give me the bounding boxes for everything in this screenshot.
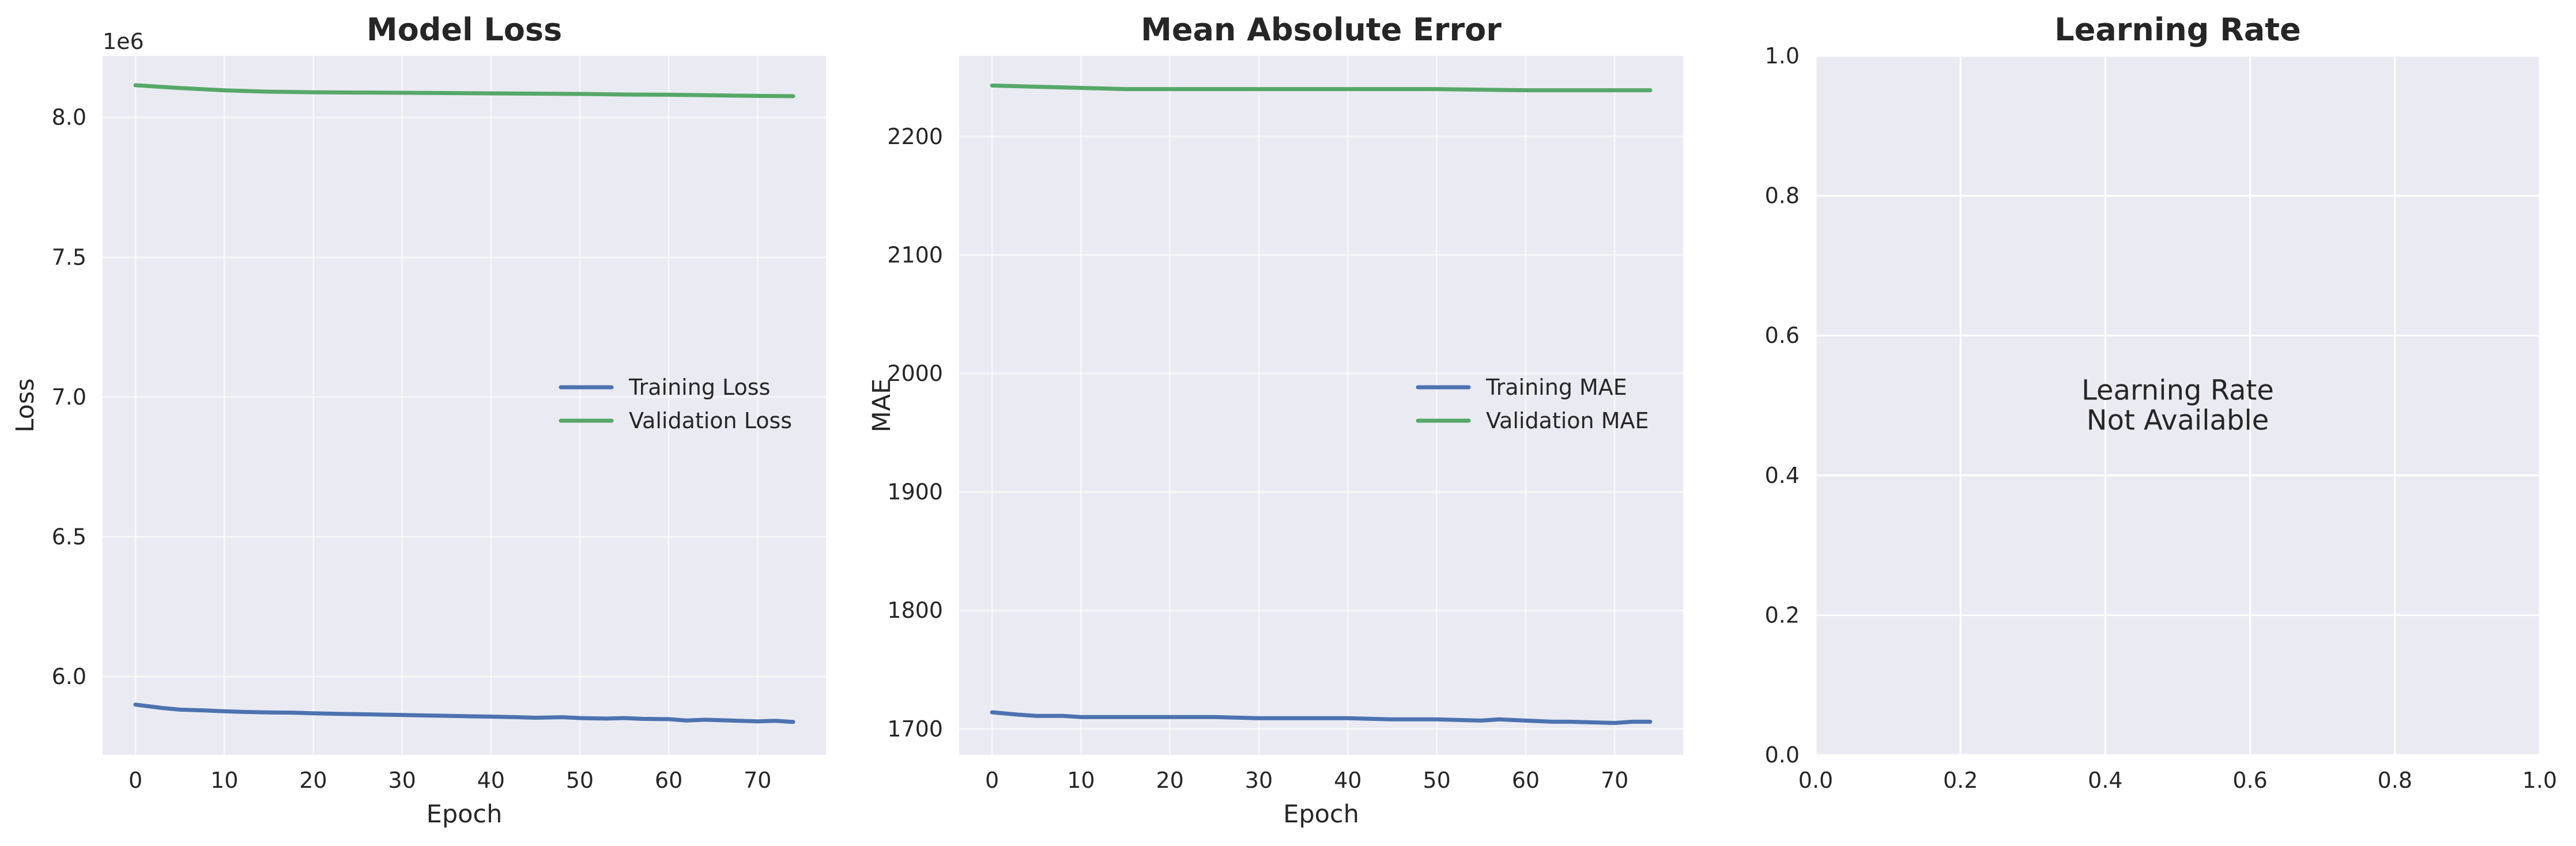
x-tick-label: 30 — [388, 768, 416, 793]
y-tick-label: 1700 — [887, 716, 943, 742]
y-tick-label: 0.2 — [1765, 602, 1800, 628]
legend-label: Validation MAE — [1486, 408, 1649, 433]
x-axis-label: Epoch — [427, 800, 503, 829]
y-tick-label: 1800 — [887, 598, 943, 623]
y-tick-label: 6.5 — [52, 524, 86, 550]
plot-area — [103, 56, 826, 755]
chart-title: Model Loss — [367, 12, 562, 48]
y-tick-label: 0.6 — [1765, 323, 1800, 348]
x-tick-label: 50 — [1423, 768, 1450, 793]
y-axis-label: Loss — [11, 378, 40, 432]
x-tick-label: 0.8 — [2378, 768, 2412, 793]
x-tick-label: 20 — [299, 768, 327, 793]
x-tick-label: 50 — [566, 768, 594, 793]
legend-label: Training Loss — [628, 375, 770, 400]
x-tick-label: 0 — [129, 768, 142, 793]
y-tick-label: 1900 — [887, 479, 943, 505]
y-tick-label: 0.8 — [1765, 183, 1800, 209]
x-tick-label: 10 — [210, 768, 238, 793]
series-line-training-mae — [990, 710, 1653, 725]
x-tick-label: 0.0 — [1798, 768, 1833, 793]
annotation-text: Learning Rate — [2081, 375, 2274, 407]
x-tick-label: 70 — [744, 768, 771, 793]
y-tick-label: 7.0 — [52, 384, 86, 410]
legend-label: Training MAE — [1485, 375, 1627, 400]
plot-area — [1816, 56, 2540, 755]
x-tick-label: 70 — [1601, 768, 1628, 793]
x-tick-label: 0.6 — [2232, 768, 2267, 793]
y-tick-label: 8.0 — [52, 105, 86, 130]
y-tick-label: 0.4 — [1765, 463, 1800, 488]
chart-title: Learning Rate — [2054, 12, 2300, 48]
series-line-training-loss — [133, 703, 795, 724]
x-tick-label: 30 — [1245, 768, 1273, 793]
y-tick-label: 7.5 — [52, 244, 86, 270]
y-tick-label: 6.0 — [52, 664, 86, 689]
y-tick-label: 0.0 — [1765, 742, 1800, 768]
chart-panel-3: 0.0 0.2 0.4 0.6 0.8 1.0 0.0 0.2 0.4 0.6 0.8 1.0 Lear… — [1765, 12, 2558, 793]
x-tick-label: 60 — [655, 768, 682, 793]
series-line-validation-mae — [990, 83, 1653, 93]
x-tick-label: 60 — [1512, 768, 1540, 793]
x-tick-label: 20 — [1156, 768, 1184, 793]
legend: Training MAE Validation MAE — [1416, 375, 1649, 433]
y-tick-label: 2000 — [887, 361, 943, 386]
chart-title: Mean Absolute Error — [1141, 12, 1502, 48]
series-line-validation-loss — [133, 83, 795, 99]
annotation-text: Not Available — [2087, 405, 2269, 437]
y-axis-label: MAE — [868, 379, 896, 433]
x-tick-label: 0 — [985, 768, 999, 793]
y-tick-label: 1.0 — [1765, 43, 1800, 69]
y-tick-label: 2200 — [887, 124, 943, 149]
x-tick-label: 1.0 — [2522, 768, 2557, 793]
x-tick-label: 40 — [477, 768, 505, 793]
x-tick-label: 40 — [1334, 768, 1361, 793]
y-offset-label: 1e6 — [103, 29, 144, 54]
x-tick-label: 0.4 — [2088, 768, 2122, 793]
legend: Training Loss Validation Loss — [559, 375, 792, 433]
x-axis-label: Epoch — [1283, 800, 1359, 829]
y-tick-label: 2100 — [887, 242, 943, 267]
x-tick-label: 10 — [1067, 768, 1095, 793]
legend-label: Validation Loss — [629, 408, 792, 433]
x-tick-label: 0.2 — [1943, 768, 1978, 793]
plot-area — [959, 56, 1683, 755]
chart-panel-1: 0 10 20 30 40 50 60 70 6.0 6.5 7.0 7.5 8.0 Model Loss… — [11, 12, 826, 829]
chart-panel-2: 0 10 20 30 40 50 60 70 1700 1800 1900 2000 2100 2200 M… — [868, 12, 1683, 829]
